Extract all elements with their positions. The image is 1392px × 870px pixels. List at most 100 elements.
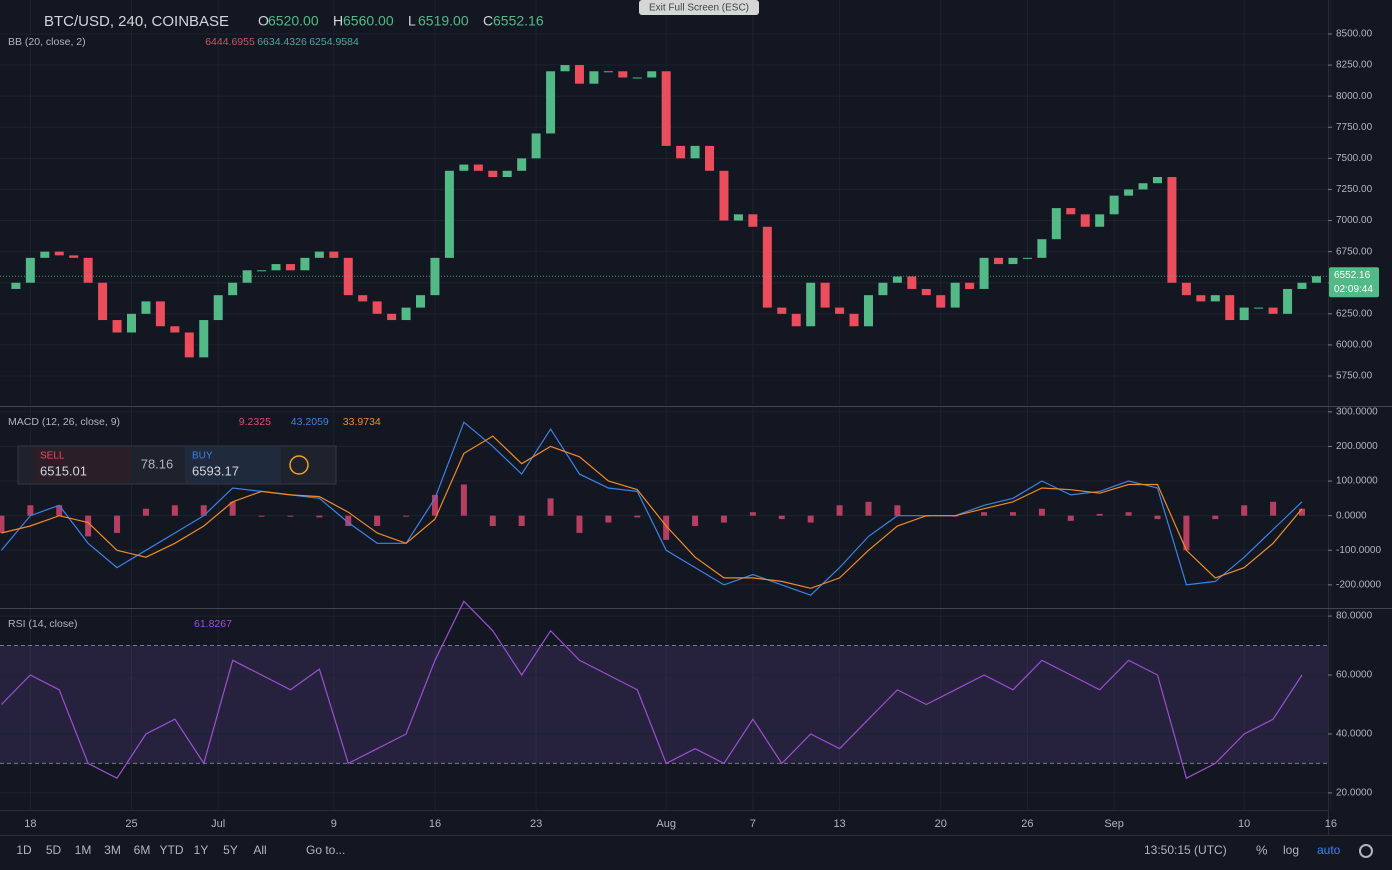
indicator-line bbox=[0, 421, 1303, 596]
y-tick-label: 5750.00 bbox=[1336, 371, 1373, 382]
histogram-bar bbox=[1241, 505, 1248, 516]
range-button[interactable]: All bbox=[253, 843, 266, 857]
sell-button[interactable] bbox=[34, 447, 130, 483]
histogram-bar bbox=[1154, 515, 1161, 520]
range-button[interactable]: 5Y bbox=[223, 843, 238, 857]
candle bbox=[806, 282, 816, 327]
histogram-bar bbox=[316, 515, 323, 518]
percent-toggle[interactable]: % bbox=[1256, 842, 1268, 857]
candle bbox=[907, 276, 917, 289]
candle bbox=[1066, 208, 1076, 215]
indicator-title: BB (20, close, 2) bbox=[8, 36, 86, 48]
buy-button[interactable] bbox=[185, 447, 281, 483]
symbol: BTC/USD, 240, COINBASE bbox=[44, 13, 229, 30]
auto-toggle[interactable]: auto bbox=[1317, 843, 1341, 857]
candle bbox=[11, 282, 21, 289]
y-tick-label: 8000.00 bbox=[1336, 91, 1373, 102]
candle bbox=[314, 251, 324, 258]
histogram-bar bbox=[56, 505, 63, 516]
candle bbox=[126, 313, 136, 333]
histogram-bar bbox=[431, 494, 438, 516]
histogram-bar bbox=[287, 515, 294, 517]
candle bbox=[213, 295, 223, 321]
candle bbox=[1022, 257, 1032, 259]
candle bbox=[676, 145, 686, 159]
candle bbox=[98, 282, 108, 321]
range-button[interactable]: YTD bbox=[160, 843, 184, 857]
clock: 13:50:15 (UTC) bbox=[1144, 843, 1227, 857]
range-button[interactable]: 3M bbox=[104, 843, 121, 857]
candle bbox=[921, 288, 931, 296]
histogram-bar bbox=[518, 515, 525, 527]
indicator-title: MACD (12, 26, close, 9) bbox=[8, 416, 120, 428]
candle bbox=[849, 313, 859, 327]
candle bbox=[589, 71, 599, 84]
histogram-bar bbox=[692, 515, 699, 527]
y-tick-label: 6250.00 bbox=[1336, 308, 1373, 319]
histogram-bar bbox=[749, 512, 756, 516]
candle bbox=[791, 313, 801, 327]
y-tick-label: 40.0000 bbox=[1336, 729, 1373, 740]
histogram-bar bbox=[403, 515, 410, 517]
histogram-bar bbox=[720, 515, 727, 523]
candle bbox=[733, 214, 743, 221]
y-tick-label: 6750.00 bbox=[1336, 246, 1373, 257]
info-icon[interactable] bbox=[289, 455, 309, 475]
candle bbox=[661, 71, 671, 146]
range-button[interactable]: 1M bbox=[75, 843, 92, 857]
histogram-bar bbox=[1298, 508, 1305, 516]
candle bbox=[242, 270, 252, 283]
candle bbox=[979, 257, 989, 289]
y-tick-label: 7000.00 bbox=[1336, 215, 1373, 226]
candle bbox=[1283, 288, 1293, 314]
candle bbox=[719, 170, 729, 221]
legend-value: 6254.9584 bbox=[309, 36, 359, 48]
log-toggle[interactable]: log bbox=[1283, 843, 1299, 857]
histogram-bar bbox=[1183, 515, 1190, 551]
settings-icon[interactable] bbox=[1359, 844, 1373, 858]
goto-button[interactable]: Go to... bbox=[306, 843, 345, 857]
y-tick-label: -200.0000 bbox=[1336, 579, 1381, 590]
candle bbox=[40, 251, 50, 258]
ohlc-key: L bbox=[408, 13, 416, 29]
histogram-bar bbox=[85, 515, 92, 537]
histogram-bar bbox=[229, 501, 236, 516]
candle bbox=[835, 307, 845, 314]
candle bbox=[329, 251, 339, 258]
candle bbox=[1152, 177, 1162, 184]
candle bbox=[141, 301, 151, 314]
y-tick-label: 6000.00 bbox=[1336, 340, 1373, 351]
histogram-bar bbox=[345, 515, 352, 527]
range-button[interactable]: 1D bbox=[16, 843, 32, 857]
y-tick-label: 8500.00 bbox=[1336, 29, 1373, 40]
candle bbox=[1181, 282, 1191, 296]
x-tick-label: 13 bbox=[833, 818, 845, 830]
x-tick-label: Jul bbox=[211, 818, 225, 830]
y-tick-label: 80.0000 bbox=[1336, 611, 1373, 622]
candle bbox=[748, 214, 758, 227]
buy-label: BUY bbox=[192, 451, 213, 462]
ohlc-value: 6519.00 bbox=[418, 13, 469, 29]
histogram-bar bbox=[258, 515, 265, 517]
x-tick-label: 25 bbox=[125, 818, 137, 830]
candle bbox=[444, 170, 454, 258]
rsi-band bbox=[0, 645, 1328, 764]
price-tag bbox=[1329, 267, 1379, 298]
histogram-bar bbox=[489, 515, 496, 527]
candle bbox=[1124, 189, 1134, 196]
candle bbox=[560, 65, 570, 72]
candle bbox=[603, 71, 613, 73]
candle bbox=[1254, 307, 1264, 309]
range-button[interactable]: 5D bbox=[46, 843, 62, 857]
histogram-bar bbox=[114, 515, 121, 533]
histogram-bar bbox=[27, 505, 34, 516]
candle bbox=[112, 320, 122, 333]
candle bbox=[878, 282, 888, 296]
histogram-bar bbox=[547, 498, 554, 516]
candle bbox=[228, 282, 238, 296]
range-button[interactable]: 6M bbox=[134, 843, 151, 857]
x-tick-label: Sep bbox=[1104, 818, 1124, 830]
range-button[interactable]: 1Y bbox=[194, 843, 209, 857]
fullscreen-hint: Exit Full Screen (ESC) bbox=[649, 3, 749, 14]
candle bbox=[1095, 214, 1105, 227]
